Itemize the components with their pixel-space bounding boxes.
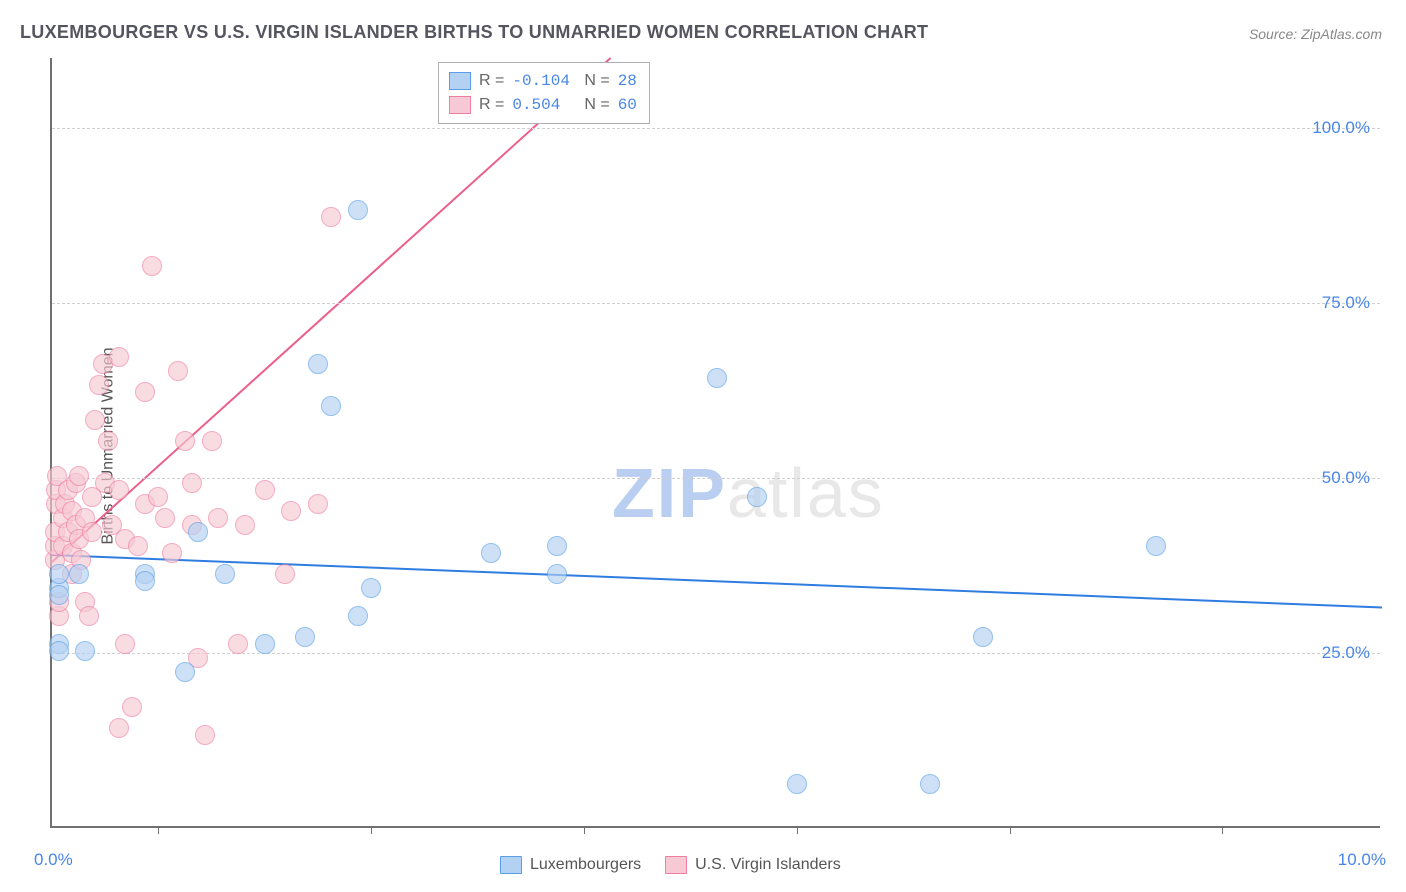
n-label: N = [584,72,609,90]
lux-point [547,536,567,556]
usvi-point [255,480,275,500]
usvi-point [155,508,175,528]
lux-point [49,641,69,661]
series-legend: Luxembourgers U.S. Virgin Islanders [500,856,841,874]
source-attribution: Source: ZipAtlas.com [1249,26,1382,42]
n-value: 60 [618,96,637,114]
lux-point [348,200,368,220]
usvi-point [148,487,168,507]
y-tick-label: 75.0% [1322,293,1370,313]
lux-point [175,662,195,682]
gridline [52,128,1380,129]
gridline [52,653,1380,654]
lux-point [49,564,69,584]
lux-point [321,396,341,416]
y-tick-label: 50.0% [1322,468,1370,488]
usvi-point [89,375,109,395]
n-value: 28 [618,72,637,90]
x-tick [371,826,372,834]
series-legend-label: U.S. Virgin Islanders [695,856,841,874]
lux-point [188,522,208,542]
lux-point [361,578,381,598]
lux-point [747,487,767,507]
x-tick-label-min: 0.0% [34,850,73,870]
usvi-point [135,382,155,402]
usvi-point [275,564,295,584]
usvi-point [168,361,188,381]
legend-swatch [449,72,471,90]
lux-point [1146,536,1166,556]
usvi-point [109,718,129,738]
usvi-point [109,347,129,367]
lux-point [787,774,807,794]
usvi-point [308,494,328,514]
usvi-point [162,543,182,563]
gridline [52,303,1380,304]
legend-swatch [500,856,522,874]
usvi-point [122,697,142,717]
usvi-point [79,606,99,626]
trend-lines [52,58,1380,826]
usvi-point [109,480,129,500]
r-label: R = [479,72,504,90]
usvi-point [321,207,341,227]
lux-point [255,634,275,654]
lux-point [308,354,328,374]
chart-title: LUXEMBOURGER VS U.S. VIRGIN ISLANDER BIR… [20,22,928,43]
usvi-point [142,256,162,276]
usvi-point [182,473,202,493]
usvi-trend-line [52,58,611,562]
usvi-point [281,501,301,521]
r-label: R = [479,96,504,114]
corr-legend-row: R = -0.104 N = 28 [449,69,637,93]
gridline [52,478,1380,479]
usvi-point [228,634,248,654]
series-legend-item: U.S. Virgin Islanders [665,856,841,874]
legend-swatch [665,856,687,874]
usvi-point [175,431,195,451]
lux-point [215,564,235,584]
lux-point [295,627,315,647]
usvi-point [128,536,148,556]
usvi-point [98,431,118,451]
lux-point [547,564,567,584]
lux-trend-line [52,555,1382,608]
x-tick [1222,826,1223,834]
lux-point [707,368,727,388]
usvi-point [69,466,89,486]
usvi-point [235,515,255,535]
lux-point [481,543,501,563]
x-tick [1010,826,1011,834]
r-value: -0.104 [512,72,576,90]
lux-point [135,571,155,591]
y-tick-label: 100.0% [1312,118,1370,138]
corr-legend-row: R = 0.504 N = 60 [449,93,637,117]
lux-point [348,606,368,626]
watermark-zip: ZIP [612,454,727,532]
usvi-point [208,508,228,528]
usvi-point [115,634,135,654]
r-value: 0.504 [512,96,576,114]
lux-point [49,585,69,605]
correlation-legend: R = -0.104 N = 28 R = 0.504 N = 60 [438,62,650,124]
legend-swatch [449,96,471,114]
series-legend-item: Luxembourgers [500,856,641,874]
usvi-point [82,522,102,542]
usvi-point [85,410,105,430]
x-tick [584,826,585,834]
lux-point [69,564,89,584]
series-legend-label: Luxembourgers [530,856,641,874]
n-label: N = [584,96,609,114]
usvi-point [202,431,222,451]
lux-point [973,627,993,647]
x-tick-label-max: 10.0% [1338,850,1386,870]
lux-point [920,774,940,794]
x-tick [797,826,798,834]
plot-area: ZIPatlas 100.0%75.0%50.0%25.0%0.0%10.0% [50,58,1380,828]
usvi-point [195,725,215,745]
y-tick-label: 25.0% [1322,643,1370,663]
lux-point [75,641,95,661]
x-tick [158,826,159,834]
